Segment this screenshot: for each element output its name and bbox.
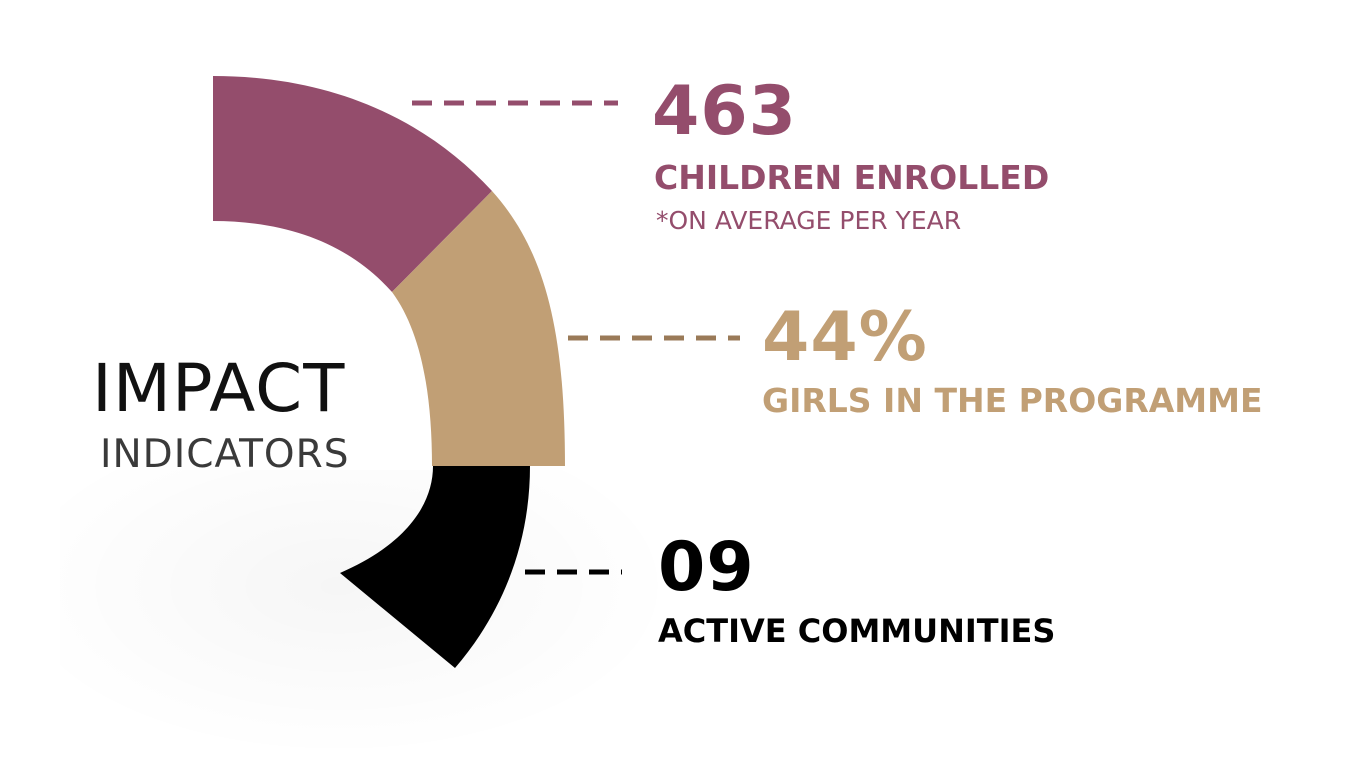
arc-segment-girls [392,191,565,466]
children-enrolled-label: CHILDREN ENROLLED [654,158,1050,197]
active-communities-label: ACTIVE COMMUNITIES [658,612,1056,650]
active-communities-value: 09 [658,528,755,607]
children-enrolled-value: 463 [652,72,797,151]
children-enrolled-note: *ON AVERAGE PER YEAR [656,206,962,235]
arc-segment-children [213,76,492,292]
center-subtitle: INDICATORS [100,432,350,477]
center-title: IMPACT [92,350,346,427]
girls-percentage-value: 44% [762,298,928,377]
background-shadow [60,470,680,760]
arc-segment-communities [340,466,530,668]
girls-percentage-label: GIRLS IN THE PROGRAMME [762,381,1263,420]
